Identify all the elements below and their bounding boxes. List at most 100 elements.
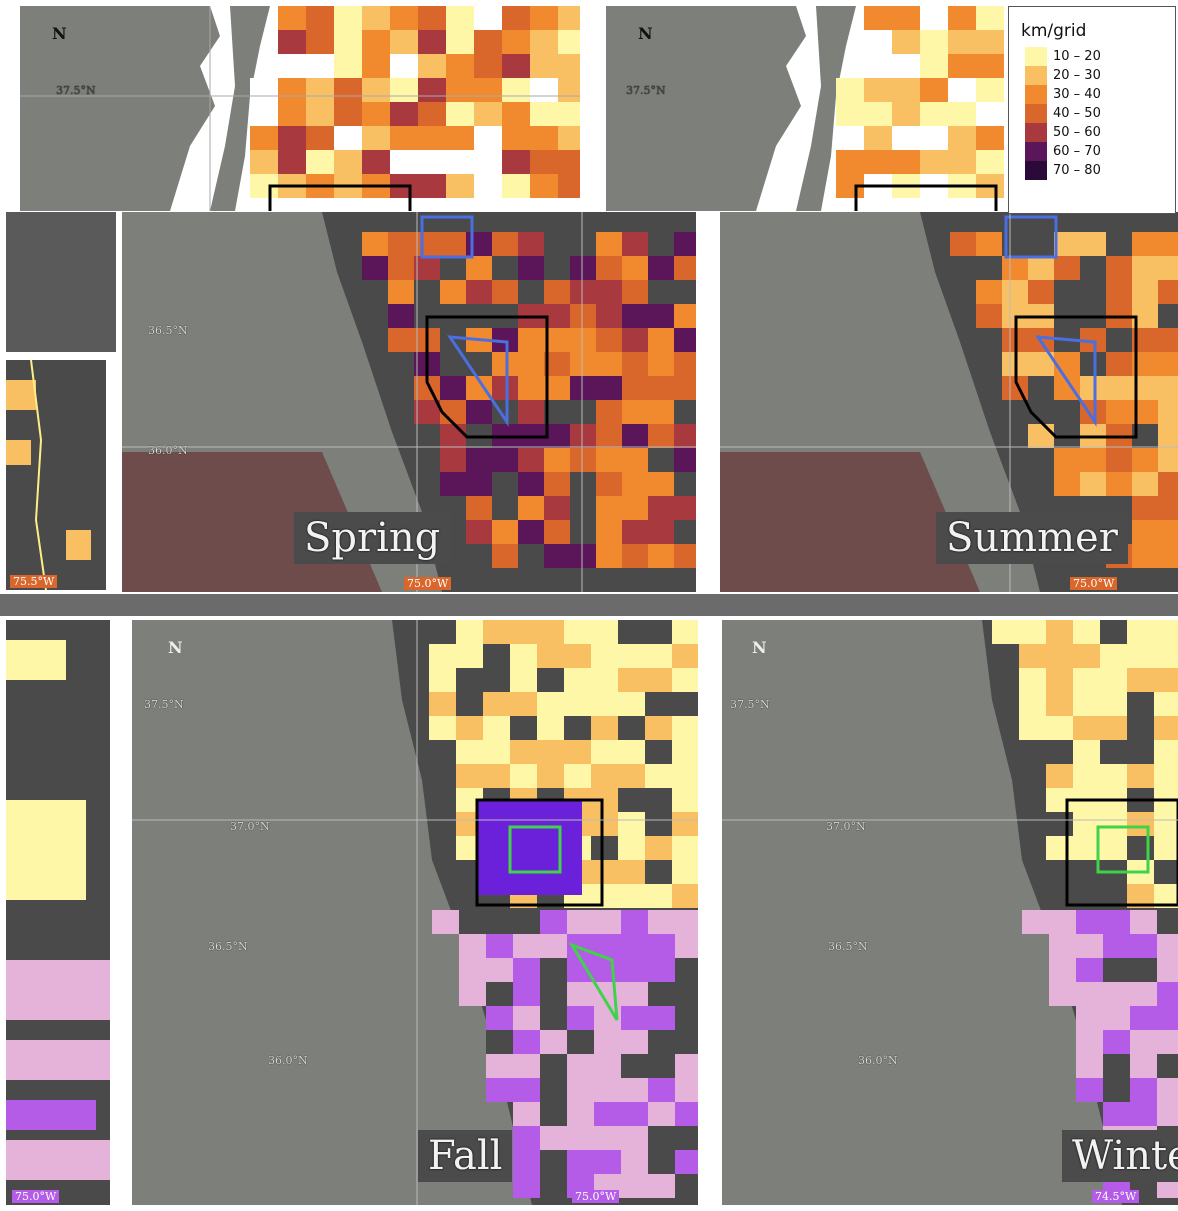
grid-cell	[648, 496, 674, 520]
grid-cell	[596, 544, 622, 568]
lat-label: 37.5°N	[144, 698, 184, 711]
grid-cell	[306, 6, 334, 30]
grid-cell	[570, 256, 596, 280]
lon-label: 75.5°W	[10, 575, 58, 588]
grid-cell	[618, 692, 645, 716]
left-strip-svg	[6, 360, 91, 590]
grid-cell	[1049, 934, 1076, 958]
grid-cell	[948, 54, 976, 78]
green-outline	[568, 942, 619, 1021]
grid-cell	[518, 256, 544, 280]
grid-cell	[621, 1030, 648, 1054]
grid-cell	[474, 30, 502, 54]
grid-cell	[596, 232, 622, 256]
legend-swatch	[1025, 85, 1047, 104]
grid-cell	[892, 78, 920, 102]
season-label-fall: Fall	[418, 1130, 513, 1182]
grid-cell	[486, 934, 513, 958]
land-mass	[722, 620, 1122, 1205]
grid-cell	[1076, 1030, 1103, 1054]
grid-cell	[474, 102, 502, 126]
grid-cell	[596, 304, 622, 328]
grid-cell	[278, 150, 306, 174]
grid-cell	[518, 280, 544, 304]
grid-cell	[1019, 692, 1046, 716]
grid-cell	[596, 400, 622, 424]
grid-cell	[446, 102, 474, 126]
grid-cell	[594, 1054, 621, 1078]
grid-cell	[334, 30, 362, 54]
grid-cell	[456, 692, 483, 716]
grid-cell	[645, 644, 672, 668]
north-arrow-label: N	[52, 24, 67, 43]
grid-cell	[648, 280, 674, 304]
grid-cell	[306, 54, 334, 78]
grid-cell	[390, 54, 418, 78]
grid-cell	[446, 150, 474, 174]
grid-cell	[1100, 836, 1127, 860]
grid-cell	[864, 126, 892, 150]
grid-cell	[1103, 910, 1130, 934]
grid-cell	[1073, 692, 1100, 716]
grid-cell	[1049, 910, 1076, 934]
grid-cell	[621, 1006, 648, 1030]
panel-spring: 36.5°N 36.0°N Spring 75.0°W	[122, 212, 696, 592]
grid-cell	[675, 1174, 698, 1198]
legend-label: 70 – 80	[1053, 163, 1101, 178]
grid-cell	[1049, 958, 1076, 982]
grid-cell	[621, 910, 648, 934]
grid-cell	[483, 692, 510, 716]
grid-cell	[502, 126, 530, 150]
grid-cell	[1158, 376, 1178, 400]
grid-cell	[1100, 764, 1127, 788]
grid-cell	[1158, 544, 1178, 568]
grid-cell	[513, 1030, 540, 1054]
grid-cell	[1028, 256, 1054, 280]
grid-cell	[1154, 812, 1178, 836]
grid-cell	[596, 280, 622, 304]
grid-cell	[622, 520, 648, 544]
grid-cell	[390, 78, 418, 102]
grid-cell	[1158, 400, 1178, 424]
grid-cell	[864, 150, 892, 174]
grid-cell	[570, 520, 596, 544]
grid-cell	[513, 910, 540, 934]
grid-cell	[1073, 668, 1100, 692]
grid-cell	[672, 812, 698, 836]
barrier-island	[210, 6, 270, 211]
grid-cell	[1106, 328, 1132, 352]
legend-label: 40 – 50	[1053, 106, 1101, 121]
grid-cell	[414, 280, 440, 304]
grid-cell	[530, 102, 558, 126]
grid-cell	[648, 1126, 675, 1150]
grid-cell	[486, 1054, 513, 1078]
wind-area-outline	[854, 184, 998, 211]
grid-cell	[675, 1030, 698, 1054]
grid-cell	[596, 256, 622, 280]
grid-cell	[429, 620, 456, 644]
grid-cell	[483, 644, 510, 668]
lon-label: 75.0°W	[572, 1190, 620, 1203]
grid-cell	[544, 472, 570, 496]
grid-cell	[278, 126, 306, 150]
grid-cell	[502, 6, 530, 30]
grid-cell	[513, 1078, 540, 1102]
grid-cell	[622, 280, 648, 304]
grid-cell	[618, 812, 645, 836]
grid-cell	[1028, 376, 1054, 400]
grid-cell	[1158, 520, 1178, 544]
grid-cell	[466, 400, 492, 424]
grid-cell	[510, 644, 537, 668]
grid-cell	[483, 716, 510, 740]
grid-cell	[1049, 982, 1076, 1006]
grid-cell	[645, 740, 672, 764]
grid-cell	[492, 280, 518, 304]
grid-cell	[456, 644, 483, 668]
grid-cell	[446, 54, 474, 78]
grid-cell	[1157, 1054, 1178, 1078]
grid-cell	[486, 958, 513, 982]
grid-cell	[618, 764, 645, 788]
grid-cell	[1132, 496, 1158, 520]
grid-cell	[1080, 448, 1106, 472]
grid-cell	[618, 668, 645, 692]
